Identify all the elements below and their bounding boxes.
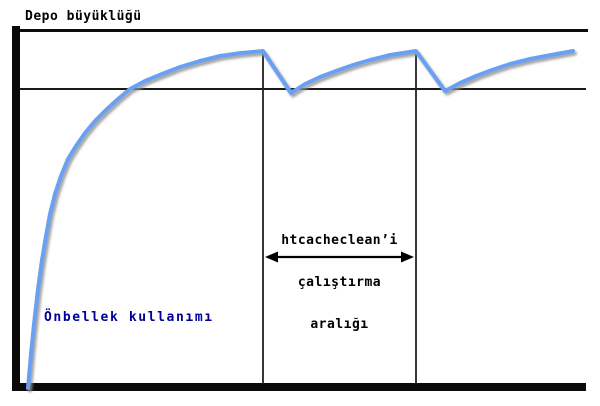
- interval-annotation-line-1: htcacheclean’i: [281, 233, 398, 248]
- x-axis: [12, 383, 586, 391]
- threshold-line: [20, 88, 586, 90]
- interval-annotation-line-3: aralığı: [310, 317, 369, 332]
- y-axis: [12, 26, 20, 391]
- top-boundary-line: [20, 29, 588, 32]
- interval-annotation: htcacheclean’i çalıştırma aralığı: [263, 206, 416, 360]
- cache-usage-curve: [26, 49, 575, 390]
- series-label: Önbellek kullanımı: [44, 310, 214, 325]
- interval-annotation-line-2: çalıştırma: [297, 275, 382, 290]
- y-axis-title: Depo büyüklüğü: [25, 9, 142, 24]
- interval-arrow-head-left-icon: [265, 251, 278, 263]
- interval-arrow-head-right-icon: [401, 251, 414, 263]
